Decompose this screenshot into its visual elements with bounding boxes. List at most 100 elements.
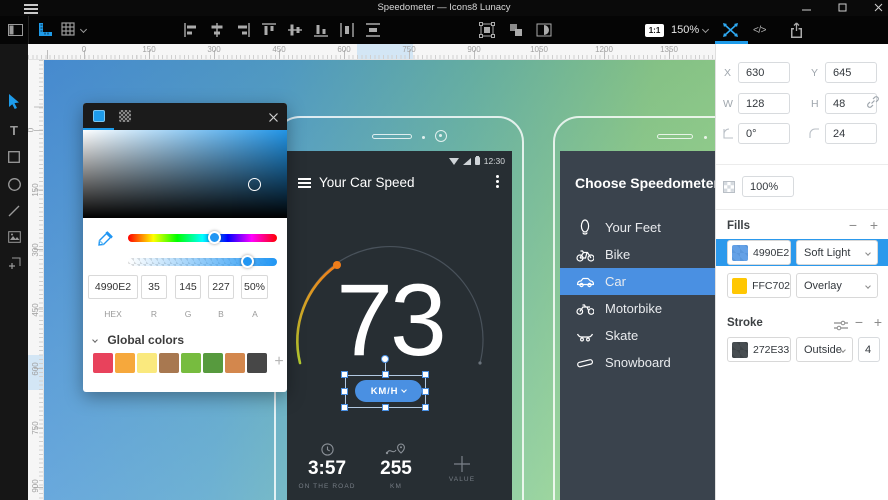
resize-handle[interactable]: [341, 404, 348, 411]
global-color-swatch[interactable]: [93, 353, 113, 373]
resize-handle[interactable]: [422, 404, 429, 411]
resize-handle[interactable]: [422, 371, 429, 378]
align-right-icon[interactable]: [235, 22, 251, 38]
zoom-chevron-icon[interactable]: [701, 25, 710, 34]
opacity-input[interactable]: [742, 176, 794, 197]
hex-input[interactable]: [88, 275, 138, 299]
remove-stroke-icon[interactable]: −: [854, 314, 864, 330]
sv-cursor[interactable]: [248, 178, 261, 191]
group-icon[interactable]: [479, 22, 495, 38]
artboard-car-speed[interactable]: 12:30 Your Car Speed 73: [287, 151, 512, 500]
select-tool-icon[interactable]: [0, 90, 28, 114]
pattern-tab-icon[interactable]: [119, 110, 131, 122]
hue-handle[interactable]: [208, 231, 221, 244]
stat-add-value[interactable]: VALUE: [432, 441, 492, 483]
line-tool-icon[interactable]: [0, 199, 28, 223]
resize-handle[interactable]: [341, 371, 348, 378]
tab-export-icon[interactable]: [789, 22, 804, 38]
maximize-button[interactable]: [834, 3, 852, 14]
oval-tool-icon[interactable]: [0, 172, 28, 196]
red-input[interactable]: [141, 275, 167, 299]
close-button[interactable]: [870, 3, 888, 14]
image-tool-icon[interactable]: [0, 225, 28, 249]
alpha-input[interactable]: [241, 275, 268, 299]
stroke-row[interactable]: 272E33 Outside: [716, 336, 888, 363]
blend-mode-dropdown[interactable]: Soft Light: [796, 240, 878, 265]
global-color-swatch[interactable]: [159, 353, 179, 373]
chooser-item-motorbike[interactable]: Motorbike: [560, 295, 715, 322]
mask-icon[interactable]: [536, 22, 552, 38]
chooser-item-skate[interactable]: Skate: [560, 322, 715, 349]
stroke-width-input[interactable]: [858, 337, 880, 362]
menu-icon[interactable]: [298, 178, 311, 191]
distribute-vertical-icon[interactable]: [365, 22, 381, 38]
resize-handle[interactable]: [382, 371, 389, 378]
global-color-swatch[interactable]: [203, 353, 223, 373]
fill-row[interactable]: 4990E2 Soft Light: [716, 239, 888, 266]
artboard-tool-icon[interactable]: [0, 251, 28, 275]
tab-code-icon[interactable]: </>: [753, 25, 766, 36]
blend-mode-dropdown[interactable]: Overlay: [796, 273, 878, 298]
align-center-horizontal-icon[interactable]: [209, 22, 225, 38]
chooser-item-car[interactable]: Car: [560, 268, 715, 295]
resize-handle[interactable]: [382, 404, 389, 411]
align-left-icon[interactable]: [183, 22, 199, 38]
remove-fill-icon[interactable]: −: [848, 217, 858, 233]
global-color-swatch[interactable]: [181, 353, 201, 373]
resize-handle[interactable]: [422, 388, 429, 395]
stroke-position-dropdown[interactable]: Outside: [796, 337, 853, 362]
rotate-handle[interactable]: [381, 355, 389, 363]
hue-slider[interactable]: [128, 231, 277, 244]
add-icon[interactable]: [432, 441, 492, 473]
global-color-swatch[interactable]: [137, 353, 157, 373]
align-top-icon[interactable]: [261, 22, 277, 38]
ungroup-icon[interactable]: [508, 22, 524, 38]
kebab-menu-icon[interactable]: [496, 175, 499, 190]
saturation-value-area[interactable]: [83, 130, 287, 218]
global-colors-toggle[interactable]: Global colors: [92, 333, 184, 347]
stroke-settings-icon[interactable]: [834, 318, 848, 336]
chooser-item-snowboard[interactable]: Snowboard: [560, 349, 715, 376]
minimize-button[interactable]: [798, 3, 816, 14]
width-input[interactable]: [738, 93, 790, 114]
panel-toggle-icon[interactable]: [8, 24, 23, 40]
vertical-ruler[interactable]: 0 150 300 450 600 750 900: [28, 60, 44, 500]
corner-radius-input[interactable]: [825, 123, 877, 144]
y-input[interactable]: [825, 62, 877, 83]
blue-input[interactable]: [208, 275, 234, 299]
add-global-color-button[interactable]: +: [274, 353, 284, 370]
add-fill-icon[interactable]: +: [869, 217, 879, 233]
global-color-swatch[interactable]: [225, 353, 245, 373]
x-input[interactable]: [738, 62, 790, 83]
grid-icon[interactable]: [61, 22, 75, 38]
lock-ratio-icon[interactable]: [866, 95, 880, 114]
close-icon[interactable]: [268, 110, 279, 128]
chooser-item-your-feet[interactable]: Your Feet: [560, 214, 715, 241]
chooser-item-bike[interactable]: Bike: [560, 241, 715, 268]
rotation-input[interactable]: [738, 123, 790, 144]
zoom-level[interactable]: 150%: [671, 24, 700, 36]
resize-handle[interactable]: [341, 388, 348, 395]
align-center-vertical-icon[interactable]: [287, 22, 303, 38]
add-stroke-icon[interactable]: +: [873, 314, 883, 330]
green-input[interactable]: [175, 275, 201, 299]
fill-color-well[interactable]: 4990E2: [727, 240, 791, 265]
tab-design[interactable]: [722, 22, 739, 38]
global-color-swatch[interactable]: [247, 353, 267, 373]
height-input[interactable]: [825, 93, 877, 114]
align-bottom-icon[interactable]: [313, 22, 329, 38]
solid-color-tab-icon[interactable]: [93, 110, 105, 122]
global-color-swatch[interactable]: [115, 353, 135, 373]
horizontal-ruler[interactable]: 0 150 300 450 600 750 900 1050 1200 1350: [28, 44, 715, 60]
fill-row[interactable]: FFC702 Overlay: [716, 272, 888, 299]
rectangle-tool-icon[interactable]: [0, 145, 28, 169]
ruler-tool-icon[interactable]: [37, 22, 53, 38]
main-menu-icon[interactable]: [24, 4, 38, 16]
stroke-color-well[interactable]: 272E33: [727, 337, 791, 362]
eyedropper-icon[interactable]: [96, 231, 113, 253]
unit-dropdown[interactable]: KM/H: [355, 380, 422, 402]
alpha-slider[interactable]: [128, 255, 277, 268]
grid-options-chevron-icon[interactable]: [79, 25, 88, 34]
distribute-horizontal-icon[interactable]: [339, 22, 355, 38]
artboard-choose-speedometer[interactable]: Choose Speedometer Your Feet Bike Car Motor…: [560, 151, 715, 500]
